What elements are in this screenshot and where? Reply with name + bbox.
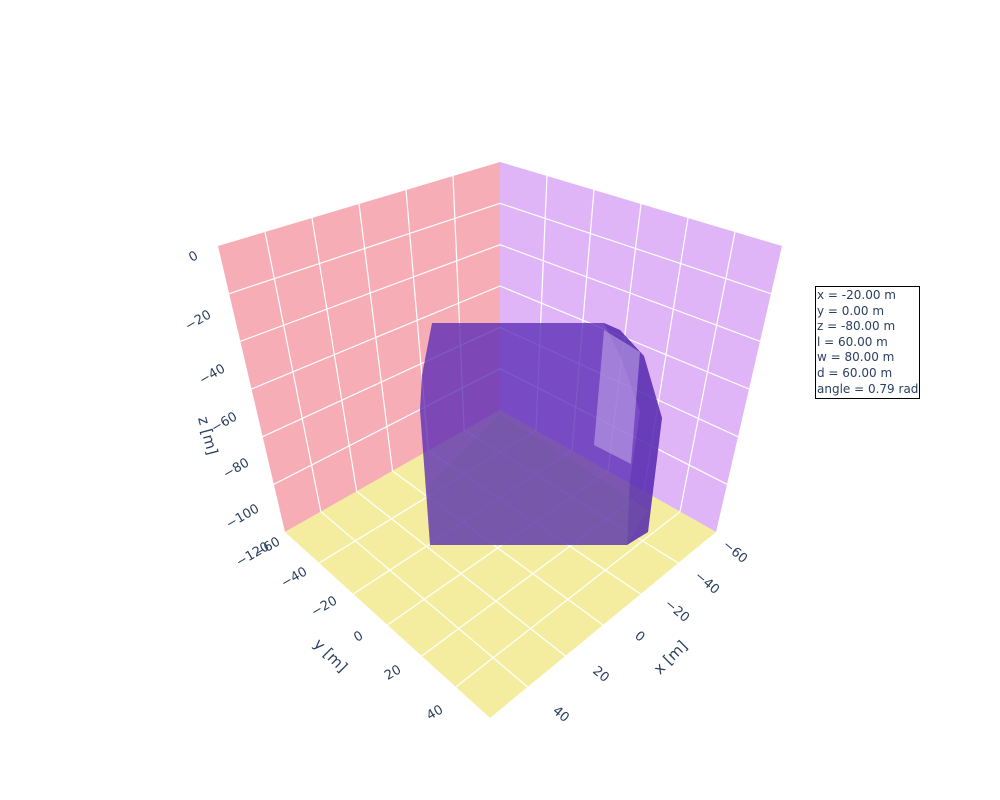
box-object [420,323,662,545]
y-tick-label: −40 [279,564,310,591]
grid-line-yz-v [264,231,322,512]
x-tick-label: 0 [631,629,647,646]
x-axis-title: x [m] [650,637,691,678]
box-body [420,323,662,545]
annotation-line: angle = 0.79 rad [817,381,919,396]
y-tick-label: −60 [252,534,283,561]
box-side-face [604,323,662,545]
y-tick-label: 40 [424,702,446,723]
y-tick-label: −20 [309,593,340,620]
grid-line-xz-v [679,231,736,512]
x-tick-label: −60 [719,538,750,567]
grid-line-floor-b [455,511,681,688]
z-tick-label: −20 [183,307,214,334]
annotation-line: w = 80.00 m [817,350,895,365]
grid-line-yz-v [311,217,358,492]
annotation-line: z = -80.00 m [817,319,896,334]
z-tick-label: −40 [197,361,228,388]
box-bottom-face [430,415,648,545]
x-tick-label: −20 [661,597,692,626]
y-tick-label: 0 [351,628,366,645]
box-highlight-face [594,330,640,464]
annotation-line: l = 60.00 m [817,334,888,349]
annotation-line: x = -20.00 m [817,288,896,302]
z-tick-label: −100 [224,501,262,532]
z-tick-label: −80 [221,455,252,482]
z-tick-label: 0 [186,248,201,265]
y-axis-title: y [m] [310,635,351,676]
annotation-line: y = 0.00 m [817,303,885,318]
x-tick-label: −40 [691,569,722,598]
x-tick-label: 40 [549,704,571,726]
annotation-line: d = 60.00 m [817,365,893,380]
grid-line-yz-v [358,203,394,472]
y-tick-label: 20 [382,662,404,683]
x-tick-label: 20 [589,664,611,686]
